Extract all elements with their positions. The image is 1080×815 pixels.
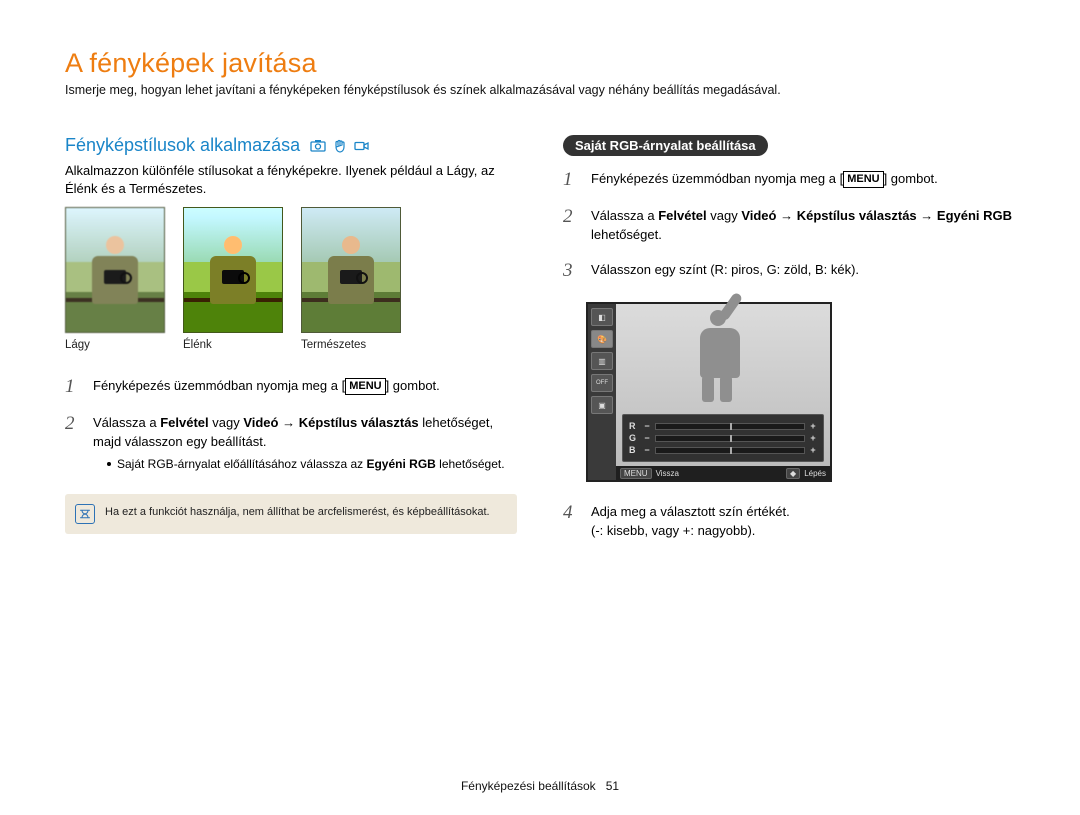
- step: 1 Fényképezés üzemmódban nyomja meg a [M…: [65, 377, 517, 398]
- camera-p-icon: [310, 138, 326, 154]
- section-heading-text: Fényképstílusok alkalmazása: [65, 135, 300, 156]
- rgb-channel-label: R: [629, 421, 639, 431]
- thumb-image: [183, 207, 283, 333]
- silhouette-figure: [688, 310, 758, 402]
- thumb-label: Lágy: [65, 339, 165, 351]
- note-icon: [75, 504, 95, 524]
- right-steps-lower: 4 Adja meg a választott szín értékét.(-:…: [563, 503, 1015, 541]
- step-number: 1: [563, 170, 583, 191]
- note-box: Ha ezt a funkciót használja, nem állítha…: [65, 494, 517, 534]
- step-number: 3: [563, 261, 583, 282]
- plus-icon: +: [809, 445, 817, 455]
- menu-badge: MENU: [345, 378, 385, 395]
- lcd-menu-button: MENU: [620, 468, 652, 479]
- thumb-label: Természetes: [301, 339, 401, 351]
- rgb-row: G − +: [629, 433, 817, 443]
- minus-icon: −: [643, 445, 651, 455]
- minus-icon: −: [643, 433, 651, 443]
- lcd-side-item: ▥: [591, 352, 613, 370]
- intro-text: Ismerje meg, hogyan lehet javítani a fén…: [65, 83, 1015, 97]
- plus-icon: +: [809, 433, 817, 443]
- thumb-image: [65, 207, 165, 333]
- rgb-row: B − +: [629, 445, 817, 455]
- style-thumbnails: Lágy Élénk Természetes: [65, 207, 517, 351]
- lcd-back-label: Vissza: [656, 469, 679, 478]
- lcd-main: R − +G − +B − + MENU Vissza ◆ Lépés: [616, 304, 830, 480]
- minus-icon: −: [643, 421, 651, 431]
- mode-icons: [310, 138, 370, 154]
- lcd-move-label: Lépés: [804, 469, 826, 478]
- lcd-side-item: OFF: [591, 374, 613, 392]
- note-text: Ha ezt a funkciót használja, nem állítha…: [105, 504, 490, 521]
- lcd-footer: MENU Vissza ◆ Lépés: [616, 466, 830, 480]
- style-thumbnail: Természetes: [301, 207, 401, 351]
- bullet-list: Saját RGB-árnyalat előállításához válass…: [107, 456, 517, 473]
- step-number: 1: [65, 377, 85, 398]
- lcd-screenshot: ◧ 🎨 ▥ OFF ▣ R − + G: [581, 297, 837, 487]
- rgb-slider: [655, 423, 805, 430]
- step-number: 2: [65, 414, 85, 476]
- right-column: Saját RGB-árnyalat beállítása 1 Fényképe…: [563, 135, 1015, 557]
- step-number: 4: [563, 503, 583, 541]
- pill-heading: Saját RGB-árnyalat beállítása: [563, 135, 768, 156]
- rgb-slider: [655, 447, 805, 454]
- plus-icon: +: [809, 421, 817, 431]
- step: 2 Válassza a Felvétel vagy Videó → Képst…: [65, 414, 517, 476]
- step: 3 Válasszon egy színt (R: piros, G: zöld…: [563, 261, 1015, 282]
- manual-page: A fényképek javítása Ismerje meg, hogyan…: [0, 0, 1080, 557]
- menu-badge: MENU: [843, 171, 883, 188]
- rgb-channel-label: B: [629, 445, 639, 455]
- style-thumbnail: Élénk: [183, 207, 283, 351]
- lcd-side-item: ◧: [591, 308, 613, 326]
- thumb-image: [301, 207, 401, 333]
- left-column: Fényképstílusok alkalmazása Alkalmazzon …: [65, 135, 517, 557]
- footer-section: Fényképezési beállítások: [461, 779, 596, 793]
- rgb-row: R − +: [629, 421, 817, 431]
- step-body: Válassza a Felvétel vagy Videó → Képstíl…: [591, 207, 1015, 245]
- step: 4 Adja meg a választott szín értékét.(-:…: [563, 503, 1015, 541]
- thumb-label: Élénk: [183, 339, 283, 351]
- step-body: Adja meg a választott szín értékét.(-: k…: [591, 503, 1015, 541]
- page-footer: Fényképezési beállítások 51: [0, 779, 1080, 793]
- video-icon: [354, 138, 370, 154]
- footer-page: 51: [606, 779, 619, 793]
- step: 1 Fényképezés üzemmódban nyomja meg a [M…: [563, 170, 1015, 191]
- lcd-sidebar: ◧ 🎨 ▥ OFF ▣: [588, 304, 616, 480]
- section-heading-left: Fényképstílusok alkalmazása: [65, 135, 517, 156]
- lcd-inner: ◧ 🎨 ▥ OFF ▣ R − + G: [586, 302, 832, 482]
- bullet-item: Saját RGB-árnyalat előállításához válass…: [107, 456, 517, 473]
- step-body: Fényképezés üzemmódban nyomja meg a [MEN…: [93, 377, 517, 398]
- left-steps: 1 Fényképezés üzemmódban nyomja meg a [M…: [65, 377, 517, 476]
- lcd-side-item: ▣: [591, 396, 613, 414]
- step-body: Válasszon egy színt (R: piros, G: zöld, …: [591, 261, 1015, 282]
- section-sub-left: Alkalmazzon különféle stílusokat a fényk…: [65, 162, 517, 197]
- step-body: Fényképezés üzemmódban nyomja meg a [MEN…: [591, 170, 1015, 191]
- style-thumbnail: Lágy: [65, 207, 165, 351]
- rgb-slider: [655, 435, 805, 442]
- rgb-channel-label: G: [629, 433, 639, 443]
- lcd-side-item: 🎨: [591, 330, 613, 348]
- step: 2 Válassza a Felvétel vagy Videó → Képst…: [563, 207, 1015, 245]
- step-body: Válassza a Felvétel vagy Videó → Képstíl…: [93, 414, 517, 476]
- step-number: 2: [563, 207, 583, 245]
- hand-icon: [332, 138, 348, 154]
- two-column-layout: Fényképstílusok alkalmazása Alkalmazzon …: [65, 135, 1015, 557]
- rgb-panel: R − +G − +B − +: [622, 414, 824, 462]
- page-title: A fényképek javítása: [65, 48, 1015, 79]
- lcd-nav-button: ◆: [786, 468, 800, 479]
- right-steps-upper: 1 Fényképezés üzemmódban nyomja meg a [M…: [563, 170, 1015, 281]
